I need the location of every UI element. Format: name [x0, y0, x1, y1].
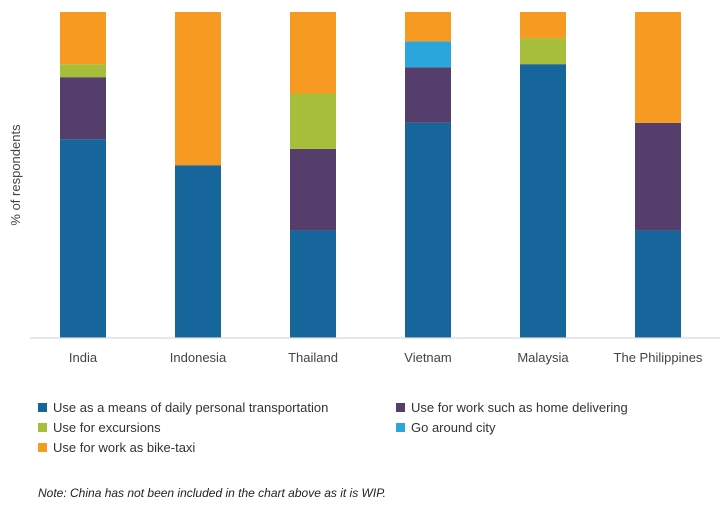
stacked-bar-chart: % of respondents India Indonesia Thailand V… [8, 12, 720, 365]
legend-item: Use for work as bike-taxi [38, 438, 396, 456]
x-tick-label: Indonesia [170, 350, 227, 365]
legend-swatch [38, 422, 47, 432]
legend-label: Use for work such as home delivering [411, 399, 628, 415]
legend-label: Go around city [411, 419, 496, 435]
bar-vietnam-series-0 [405, 122, 451, 338]
legend-swatch [396, 422, 405, 432]
x-tick-label: Malaysia [517, 350, 569, 365]
bar-malaysia-series-4 [520, 12, 566, 39]
bar-indonesia-series-0 [175, 165, 221, 338]
bar-india-series-4 [60, 12, 106, 65]
legend-item: Go around city [396, 418, 716, 436]
bar-the-philippines-series-4 [635, 12, 681, 123]
bar-thailand-series-1 [290, 148, 336, 231]
legend-label: Use for work as bike-taxi [53, 439, 196, 455]
y-axis-label: % of respondents [8, 124, 23, 226]
bar-the-philippines-series-0 [635, 230, 681, 338]
legend-item: Use for excursions [38, 418, 396, 436]
bar-the-philippines-series-1 [635, 122, 681, 231]
bar-vietnam-series-3 [405, 41, 451, 68]
bar-thailand-series-4 [290, 12, 336, 94]
bar-vietnam-series-4 [405, 12, 451, 42]
bar-india-series-2 [60, 64, 106, 78]
legend-item: Use for work such as home delivering [396, 398, 716, 416]
x-tick-label: Vietnam [404, 350, 451, 365]
bar-india-series-1 [60, 77, 106, 140]
x-tick-label: India [69, 350, 98, 365]
bars-group [60, 12, 681, 338]
legend-swatch [38, 442, 47, 452]
x-tick-labels: India Indonesia Thailand Vietnam Malaysia The… [69, 350, 703, 365]
bar-malaysia-series-0 [520, 64, 566, 338]
legend-item: Use as a means of daily personal transpo… [38, 398, 396, 416]
bar-india-series-0 [60, 139, 106, 338]
legend-swatch [396, 402, 405, 412]
footnote: Note: China has not been included in the… [38, 486, 386, 500]
bar-thailand-series-0 [290, 230, 336, 338]
legend: Use as a means of daily personal transpo… [38, 398, 718, 456]
bar-indonesia-series-4 [175, 12, 221, 166]
bar-vietnam-series-1 [405, 67, 451, 123]
bar-malaysia-series-2 [520, 38, 566, 65]
legend-swatch [38, 402, 47, 412]
legend-label: Use for excursions [53, 419, 161, 435]
x-tick-label: The Philippines [614, 350, 703, 365]
legend-label: Use as a means of daily personal transpo… [53, 399, 329, 415]
bar-thailand-series-2 [290, 93, 336, 149]
x-tick-label: Thailand [288, 350, 338, 365]
